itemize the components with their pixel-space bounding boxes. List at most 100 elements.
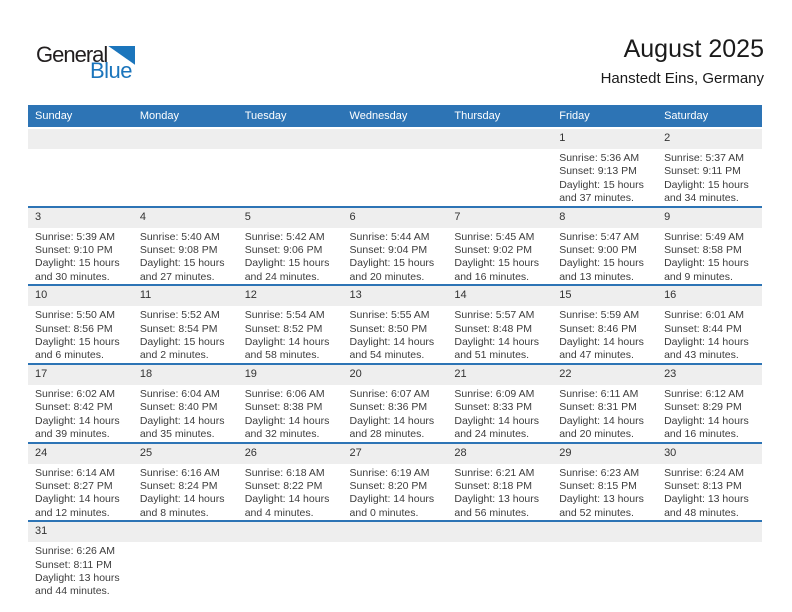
daylight-text-cont: and 43 minutes.	[664, 349, 739, 362]
sunset-text: Sunset: 8:40 PM	[139, 401, 218, 414]
weekday-tuesday: Tuesday	[237, 105, 343, 128]
daylight-text-cont: and 44 minutes.	[35, 585, 110, 598]
daylight-text: Daylight: 14 hours	[244, 414, 330, 427]
day-number: 5	[237, 207, 343, 228]
week-row: 1 Sunrise: 5:36 AM Sunset: 9:13 PM Daylight…	[28, 127, 762, 207]
daylight-text: Daylight: 14 hours	[664, 414, 749, 427]
sunset-text: Sunset: 9:04 PM	[349, 244, 428, 257]
daylight-text-cont: and 2 minutes.	[139, 349, 209, 362]
day-cell	[132, 520, 238, 599]
day-cell	[342, 127, 448, 207]
daylight-text: Daylight: 14 hours	[664, 336, 749, 349]
day-cell: 14 Sunrise: 5:57 AM Sunset: 8:48 PM Dayligh…	[447, 284, 553, 364]
daylight-text: Daylight: 15 hours	[559, 178, 644, 191]
daylight-text-cont: and 9 minutes.	[664, 270, 733, 283]
sunrise-text: Sunrise: 5:44 AM	[349, 230, 430, 243]
day-cell: 11 Sunrise: 5:52 AM Sunset: 8:54 PM Dayligh…	[132, 284, 238, 364]
day-info: Sunrise: 5:36 AM Sunset: 9:13 PM Daylight:…	[552, 149, 657, 206]
day-cell: 21 Sunrise: 6:09 AM Sunset: 8:33 PM Dayligh…	[447, 362, 553, 443]
daylight-text: Daylight: 14 hours	[349, 336, 435, 349]
sunset-text: Sunset: 8:18 PM	[454, 479, 533, 492]
day-info: Sunrise: 5:52 AM Sunset: 8:54 PM Daylight:…	[133, 306, 238, 363]
day-cell	[28, 127, 133, 207]
day-number	[237, 129, 343, 149]
day-number	[28, 129, 133, 149]
daylight-text-cont: and 30 minutes.	[35, 270, 110, 283]
sunrise-text: Sunrise: 6:14 AM	[35, 466, 115, 479]
day-cell: 17 Sunrise: 6:02 AM Sunset: 8:42 PM Dayligh…	[28, 362, 133, 443]
day-cell: 26 Sunrise: 6:18 AM Sunset: 8:22 PM Dayligh…	[237, 441, 343, 522]
day-info: Sunrise: 6:24 AM Sunset: 8:13 PM Daylight:…	[657, 464, 762, 521]
sunset-text: Sunset: 9:08 PM	[139, 244, 218, 257]
daylight-text-cont: and 28 minutes.	[349, 428, 425, 441]
day-info: Sunrise: 6:12 AM Sunset: 8:29 PM Daylight:…	[657, 385, 762, 442]
weekday-saturday: Saturday	[657, 105, 762, 128]
sunrise-text: Sunrise: 5:47 AM	[559, 230, 640, 243]
sunset-text: Sunset: 8:50 PM	[349, 322, 428, 335]
daylight-text-cont: and 24 minutes.	[244, 270, 320, 283]
sunrise-text: Sunrise: 6:04 AM	[139, 387, 220, 400]
daylight-text: Daylight: 15 hours	[35, 336, 120, 349]
sunrise-text: Sunrise: 5:45 AM	[454, 230, 535, 243]
day-cell: 13 Sunrise: 5:55 AM Sunset: 8:50 PM Dayligh…	[342, 284, 448, 364]
sunset-text: Sunset: 8:46 PM	[559, 322, 637, 335]
day-number	[657, 522, 762, 543]
weekday-monday: Monday	[132, 105, 238, 128]
sunset-text: Sunset: 9:00 PM	[559, 244, 637, 257]
week-row: 10 Sunrise: 5:50 AM Sunset: 8:56 PM Dayligh…	[28, 284, 762, 364]
day-info: Sunrise: 6:11 AM Sunset: 8:31 PM Daylight:…	[552, 385, 657, 442]
sunset-text: Sunset: 9:10 PM	[35, 244, 113, 257]
daylight-text: Daylight: 15 hours	[139, 257, 225, 270]
day-number: 7	[447, 207, 553, 228]
day-number	[447, 522, 553, 543]
sunrise-text: Sunrise: 6:11 AM	[559, 387, 639, 400]
day-number: 25	[132, 443, 238, 464]
day-number: 2	[657, 129, 762, 149]
week-row: 24 Sunrise: 6:14 AM Sunset: 8:27 PM Dayligh…	[28, 441, 762, 522]
daylight-text: Daylight: 14 hours	[559, 336, 644, 349]
day-number: 22	[552, 364, 658, 385]
daylight-text: Daylight: 13 hours	[35, 571, 120, 584]
sunrise-text: Sunrise: 5:59 AM	[559, 309, 640, 322]
sunset-text: Sunset: 9:06 PM	[244, 244, 323, 257]
daylight-text: Daylight: 13 hours	[454, 493, 540, 506]
day-number: 17	[28, 364, 133, 385]
daylight-text-cont: and 32 minutes.	[244, 428, 320, 441]
sunset-text: Sunset: 8:36 PM	[349, 401, 428, 414]
day-number	[132, 129, 238, 149]
daylight-text: Daylight: 15 hours	[454, 257, 540, 270]
daylight-text-cont: and 27 minutes.	[139, 270, 215, 283]
calendar-body: 1 Sunrise: 5:36 AM Sunset: 9:13 PM Daylight…	[28, 127, 762, 599]
day-number: 23	[657, 364, 762, 385]
sunrise-text: Sunrise: 5:52 AM	[139, 309, 220, 322]
day-cell	[657, 520, 762, 599]
daylight-text: Daylight: 14 hours	[244, 336, 330, 349]
day-number: 26	[237, 443, 343, 464]
sunrise-text: Sunrise: 6:02 AM	[35, 387, 115, 400]
day-info: Sunrise: 6:23 AM Sunset: 8:15 PM Daylight:…	[552, 464, 657, 521]
daylight-text-cont: and 8 minutes.	[139, 506, 209, 519]
daylight-text-cont: and 20 minutes.	[559, 428, 634, 441]
sunset-text: Sunset: 8:38 PM	[244, 401, 323, 414]
sunrise-text: Sunrise: 6:26 AM	[35, 545, 115, 558]
day-cell: 24 Sunrise: 6:14 AM Sunset: 8:27 PM Dayligh…	[28, 441, 133, 522]
sunrise-text: Sunrise: 6:23 AM	[559, 466, 640, 479]
calendar-header: Sunday Monday Tuesday Wednesday Thursday…	[28, 105, 762, 128]
day-number: 6	[342, 207, 448, 228]
sunset-text: Sunset: 9:02 PM	[454, 244, 533, 257]
day-cell: 4 Sunrise: 5:40 AM Sunset: 9:08 PM Daylight…	[132, 205, 238, 286]
sunset-text: Sunset: 9:11 PM	[664, 165, 741, 178]
day-number: 30	[657, 443, 762, 464]
general-blue-logo: General Blue	[36, 44, 136, 82]
day-info: Sunrise: 6:04 AM Sunset: 8:40 PM Daylight:…	[133, 385, 238, 442]
day-info: Sunrise: 6:21 AM Sunset: 8:18 PM Daylight:…	[447, 464, 552, 521]
day-number: 9	[657, 207, 762, 228]
day-number: 18	[132, 364, 238, 385]
sunrise-text: Sunrise: 6:19 AM	[349, 466, 430, 479]
day-info: Sunrise: 6:16 AM Sunset: 8:24 PM Daylight:…	[133, 464, 238, 521]
day-cell: 2 Sunrise: 5:37 AM Sunset: 9:11 PM Daylight…	[657, 127, 762, 207]
day-cell	[447, 520, 553, 599]
daylight-text-cont: and 39 minutes.	[35, 428, 110, 441]
day-number: 15	[552, 286, 658, 307]
